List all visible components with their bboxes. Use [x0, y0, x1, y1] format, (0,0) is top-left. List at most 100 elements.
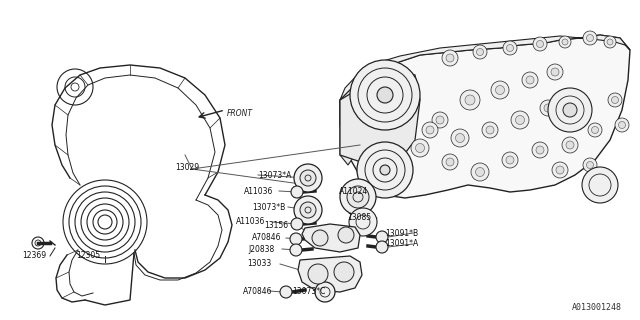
Circle shape — [506, 156, 514, 164]
Polygon shape — [340, 35, 630, 198]
Text: 13073*A: 13073*A — [258, 171, 291, 180]
Circle shape — [451, 129, 469, 147]
Circle shape — [411, 139, 429, 157]
Circle shape — [442, 50, 458, 66]
Text: 12305: 12305 — [76, 252, 100, 260]
Circle shape — [540, 100, 556, 116]
Circle shape — [460, 90, 480, 110]
Circle shape — [526, 76, 534, 84]
Circle shape — [582, 167, 618, 203]
Circle shape — [566, 141, 574, 149]
Circle shape — [415, 143, 424, 153]
Circle shape — [308, 264, 328, 284]
Circle shape — [426, 126, 434, 134]
Circle shape — [377, 87, 393, 103]
Circle shape — [432, 112, 448, 128]
Text: 13085: 13085 — [347, 213, 371, 222]
Circle shape — [536, 146, 544, 154]
Polygon shape — [340, 70, 420, 165]
Circle shape — [532, 142, 548, 158]
Circle shape — [294, 196, 322, 224]
Circle shape — [591, 126, 598, 133]
Circle shape — [562, 137, 578, 153]
Circle shape — [495, 85, 504, 94]
Circle shape — [291, 186, 303, 198]
Circle shape — [300, 202, 316, 218]
Circle shape — [615, 118, 629, 132]
Circle shape — [442, 154, 458, 170]
Polygon shape — [302, 224, 360, 252]
Circle shape — [446, 158, 454, 166]
Circle shape — [338, 227, 354, 243]
Circle shape — [552, 162, 568, 178]
Circle shape — [588, 123, 602, 137]
Circle shape — [556, 166, 564, 174]
Circle shape — [586, 162, 593, 169]
Text: A11036: A11036 — [236, 218, 266, 227]
Circle shape — [583, 158, 597, 172]
Circle shape — [491, 81, 509, 99]
Circle shape — [502, 152, 518, 168]
Circle shape — [300, 170, 316, 186]
Text: A11036: A11036 — [244, 187, 273, 196]
Circle shape — [607, 39, 613, 45]
Circle shape — [380, 165, 390, 175]
Polygon shape — [340, 35, 630, 100]
Circle shape — [436, 116, 444, 124]
Text: 13156: 13156 — [264, 220, 288, 229]
Circle shape — [340, 179, 376, 215]
Circle shape — [294, 164, 322, 192]
Circle shape — [290, 233, 302, 245]
Circle shape — [456, 133, 465, 142]
Text: 13091*A: 13091*A — [385, 239, 419, 249]
Circle shape — [563, 103, 577, 117]
Circle shape — [357, 142, 413, 198]
Polygon shape — [340, 80, 365, 165]
Circle shape — [486, 126, 494, 134]
Text: A11024: A11024 — [339, 188, 368, 196]
Text: A70846: A70846 — [243, 286, 273, 295]
Circle shape — [349, 208, 377, 236]
Circle shape — [559, 36, 571, 48]
Circle shape — [465, 95, 475, 105]
Circle shape — [547, 64, 563, 80]
Circle shape — [503, 41, 517, 55]
Circle shape — [548, 88, 592, 132]
Circle shape — [476, 167, 484, 177]
Circle shape — [544, 104, 552, 112]
Circle shape — [334, 262, 354, 282]
Circle shape — [422, 122, 438, 138]
Circle shape — [618, 122, 625, 129]
Text: 13029: 13029 — [175, 164, 199, 172]
Circle shape — [471, 163, 489, 181]
Circle shape — [522, 72, 538, 88]
Text: 13091*B: 13091*B — [385, 228, 418, 237]
Text: A70846: A70846 — [252, 234, 282, 243]
Circle shape — [290, 244, 302, 256]
Text: 13033: 13033 — [247, 260, 271, 268]
Circle shape — [291, 218, 303, 230]
Text: 13073*B: 13073*B — [252, 203, 285, 212]
Polygon shape — [298, 256, 362, 292]
Circle shape — [376, 241, 388, 253]
Circle shape — [482, 122, 498, 138]
Circle shape — [515, 116, 525, 124]
Circle shape — [350, 60, 420, 130]
Circle shape — [586, 35, 593, 42]
Circle shape — [511, 111, 529, 129]
Text: 13073*C: 13073*C — [292, 286, 325, 295]
Circle shape — [533, 37, 547, 51]
Circle shape — [280, 286, 292, 298]
Circle shape — [562, 39, 568, 45]
Text: A013001248: A013001248 — [572, 303, 622, 313]
Circle shape — [473, 45, 487, 59]
Circle shape — [604, 36, 616, 48]
Circle shape — [611, 97, 618, 103]
Circle shape — [608, 93, 622, 107]
Circle shape — [347, 186, 369, 208]
Circle shape — [477, 49, 483, 55]
Circle shape — [446, 54, 454, 62]
Circle shape — [315, 282, 335, 302]
Circle shape — [376, 231, 388, 243]
Text: FRONT: FRONT — [227, 108, 253, 117]
